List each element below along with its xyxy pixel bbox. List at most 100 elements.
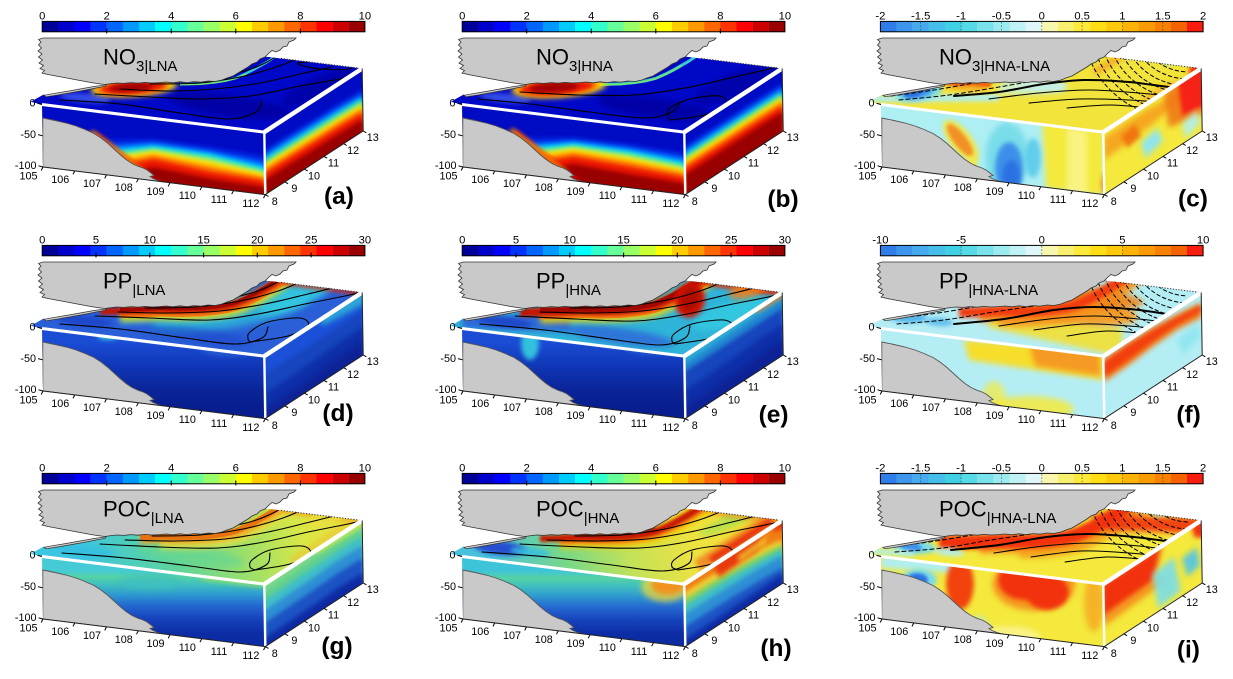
svg-text:109: 109 xyxy=(985,638,1003,650)
svg-text:12: 12 xyxy=(347,597,359,609)
svg-text:25: 25 xyxy=(725,235,737,247)
svg-text:0: 0 xyxy=(459,235,465,247)
svg-text:0: 0 xyxy=(449,550,455,562)
svg-text:112: 112 xyxy=(662,650,679,662)
svg-text:2: 2 xyxy=(104,11,110,23)
svg-text:11: 11 xyxy=(328,382,339,394)
svg-text:(f): (f) xyxy=(1176,402,1200,429)
svg-text:6: 6 xyxy=(233,11,239,23)
svg-text:-50: -50 xyxy=(20,353,36,365)
svg-text:(d): (d) xyxy=(322,400,353,427)
svg-text:(i): (i) xyxy=(1177,637,1200,664)
svg-text:-100: -100 xyxy=(15,612,37,624)
svg-text:9: 9 xyxy=(291,635,297,647)
svg-text:105: 105 xyxy=(858,622,876,634)
svg-text:9: 9 xyxy=(1130,635,1136,647)
svg-text:111: 111 xyxy=(631,194,647,206)
svg-text:30: 30 xyxy=(779,235,791,247)
svg-text:106: 106 xyxy=(51,398,69,410)
svg-text:109: 109 xyxy=(146,186,164,198)
svg-text:9: 9 xyxy=(1130,183,1136,195)
svg-text:110: 110 xyxy=(599,190,616,202)
svg-text:2: 2 xyxy=(524,463,530,475)
svg-text:106: 106 xyxy=(890,626,908,638)
svg-text:107: 107 xyxy=(83,178,101,190)
svg-text:108: 108 xyxy=(954,182,972,194)
svg-text:106: 106 xyxy=(471,626,489,638)
svg-text:11: 11 xyxy=(1167,382,1178,394)
svg-text:1.5: 1.5 xyxy=(1155,463,1171,475)
svg-text:15: 15 xyxy=(197,235,209,247)
svg-text:0: 0 xyxy=(29,322,35,334)
svg-text:15: 15 xyxy=(617,235,629,247)
svg-text:0: 0 xyxy=(868,98,874,110)
svg-text:0: 0 xyxy=(29,550,35,562)
svg-text:112: 112 xyxy=(1081,198,1098,210)
svg-text:12: 12 xyxy=(1186,369,1198,381)
svg-text:2: 2 xyxy=(1200,11,1206,23)
svg-text:105: 105 xyxy=(439,394,457,406)
svg-text:-50: -50 xyxy=(859,581,875,593)
svg-text:112: 112 xyxy=(1081,422,1098,434)
svg-text:12: 12 xyxy=(767,145,779,157)
svg-text:109: 109 xyxy=(985,186,1003,198)
svg-text:10: 10 xyxy=(728,170,740,182)
svg-text:107: 107 xyxy=(922,178,940,190)
svg-text:2: 2 xyxy=(104,463,110,475)
svg-text:-100: -100 xyxy=(435,384,457,396)
svg-text:107: 107 xyxy=(83,630,101,642)
svg-text:-1: -1 xyxy=(956,463,966,475)
svg-text:110: 110 xyxy=(179,414,196,426)
svg-text:108: 108 xyxy=(115,182,133,194)
svg-text:9: 9 xyxy=(711,407,717,419)
svg-text:8: 8 xyxy=(1111,648,1117,660)
svg-text:105: 105 xyxy=(19,622,37,634)
svg-text:0: 0 xyxy=(39,235,45,247)
svg-text:109: 109 xyxy=(566,638,584,650)
svg-text:9: 9 xyxy=(711,183,717,195)
svg-text:105: 105 xyxy=(858,170,876,182)
svg-text:108: 108 xyxy=(115,634,133,646)
svg-text:-50: -50 xyxy=(440,353,456,365)
svg-text:106: 106 xyxy=(471,174,489,186)
svg-text:-50: -50 xyxy=(859,353,875,365)
svg-text:108: 108 xyxy=(954,634,972,646)
svg-text:10: 10 xyxy=(308,622,320,634)
svg-text:111: 111 xyxy=(1050,418,1066,430)
svg-text:10: 10 xyxy=(144,235,156,247)
svg-text:0: 0 xyxy=(39,11,45,23)
svg-text:111: 111 xyxy=(1050,194,1066,206)
svg-text:105: 105 xyxy=(19,394,37,406)
svg-text:9: 9 xyxy=(711,635,717,647)
svg-text:13: 13 xyxy=(1206,356,1218,368)
svg-text:4: 4 xyxy=(168,463,174,475)
svg-text:6: 6 xyxy=(653,11,659,23)
svg-text:-2: -2 xyxy=(875,463,885,475)
svg-text:8: 8 xyxy=(272,196,278,208)
svg-text:107: 107 xyxy=(503,630,521,642)
svg-text:(a): (a) xyxy=(324,183,354,210)
svg-text:106: 106 xyxy=(471,398,489,410)
svg-text:8: 8 xyxy=(297,11,303,23)
svg-text:0.5: 0.5 xyxy=(1074,463,1090,475)
svg-text:12: 12 xyxy=(1186,145,1198,157)
svg-text:10: 10 xyxy=(728,394,740,406)
svg-text:4: 4 xyxy=(588,463,594,475)
svg-text:9: 9 xyxy=(291,183,297,195)
svg-text:-100: -100 xyxy=(435,612,457,624)
svg-text:2: 2 xyxy=(1200,463,1206,475)
svg-text:20: 20 xyxy=(671,235,683,247)
svg-text:8: 8 xyxy=(272,648,278,660)
svg-text:-5: -5 xyxy=(956,235,966,247)
svg-text:5: 5 xyxy=(93,235,99,247)
svg-text:5: 5 xyxy=(513,235,519,247)
svg-text:105: 105 xyxy=(858,394,876,406)
svg-text:0: 0 xyxy=(1039,463,1045,475)
svg-text:-1.5: -1.5 xyxy=(911,463,930,475)
svg-text:13: 13 xyxy=(367,132,379,144)
svg-text:12: 12 xyxy=(767,597,779,609)
svg-text:(g): (g) xyxy=(321,633,352,660)
svg-text:111: 111 xyxy=(211,418,227,430)
svg-text:-0.5: -0.5 xyxy=(992,11,1011,23)
svg-text:11: 11 xyxy=(748,610,759,622)
